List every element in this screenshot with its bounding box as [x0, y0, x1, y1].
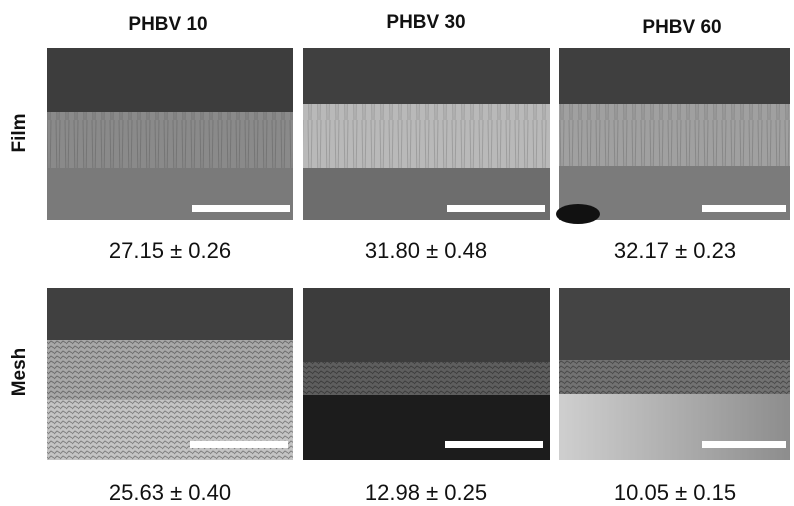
row-label: Mesh: [9, 348, 30, 397]
thickness-value: 12.98 ± 0.25: [365, 480, 487, 505]
sem-image: [47, 48, 293, 220]
sem-image: [556, 48, 790, 224]
thickness-value: 10.05 ± 0.15: [614, 480, 736, 505]
thickness-value: 31.80 ± 0.48: [365, 238, 487, 263]
thickness-value: 32.17 ± 0.23: [614, 238, 736, 263]
row-label: Film: [9, 113, 30, 152]
sem-image: [47, 288, 293, 460]
figure: PHBV 10 PHBV 30 PHBV 60 Film Mesh: [0, 0, 794, 506]
column-header: PHBV 60: [642, 17, 721, 38]
column-header: PHBV 10: [128, 14, 207, 35]
sem-image: [303, 288, 550, 460]
sem-image: [303, 48, 550, 220]
thickness-value: 27.15 ± 0.26: [109, 238, 231, 263]
column-header: PHBV 30: [386, 12, 465, 33]
sem-image: [559, 288, 790, 460]
thickness-value: 25.63 ± 0.40: [109, 480, 231, 505]
